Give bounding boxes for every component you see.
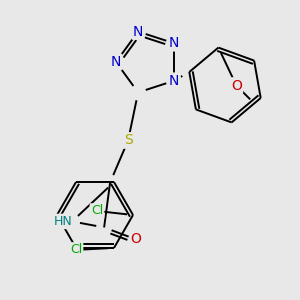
- Text: S: S: [124, 134, 133, 147]
- Text: Cl: Cl: [91, 205, 103, 218]
- Text: N: N: [111, 55, 121, 69]
- Text: N: N: [169, 36, 179, 50]
- Text: N: N: [133, 25, 143, 39]
- Text: HN: HN: [53, 215, 72, 228]
- Text: O: O: [231, 79, 242, 93]
- Text: O: O: [131, 232, 142, 246]
- Text: Cl: Cl: [70, 243, 82, 256]
- Text: N: N: [169, 74, 179, 88]
